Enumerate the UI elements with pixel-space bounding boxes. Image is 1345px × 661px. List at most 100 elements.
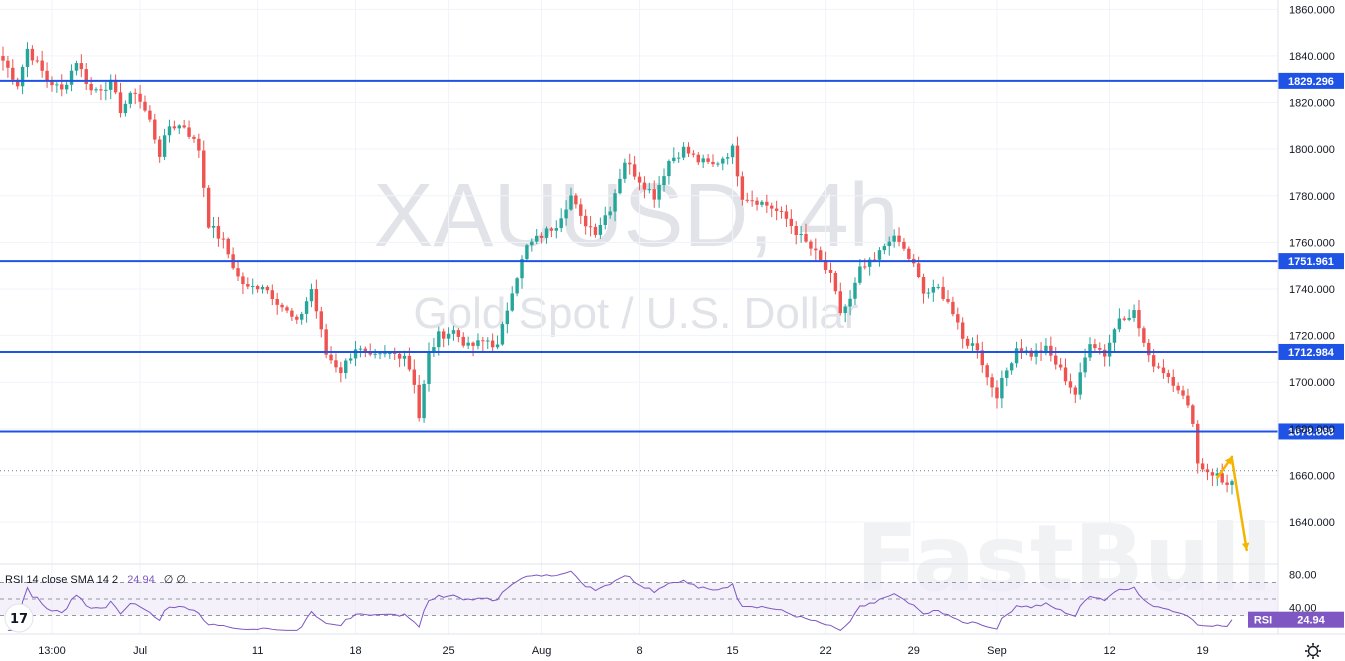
tradingview-logo[interactable]: 17: [4, 603, 34, 633]
candle-body: [1166, 373, 1171, 378]
candle-body: [329, 354, 333, 361]
candle-body: [716, 163, 720, 165]
candle-body: [628, 162, 632, 165]
candle-body: [211, 225, 216, 228]
candle-body: [921, 277, 926, 294]
candle-body: [490, 340, 495, 348]
candle-body: [182, 125, 186, 128]
candle-body: [1142, 328, 1146, 343]
candle-body: [750, 200, 754, 202]
candle-body: [1063, 367, 1068, 382]
price-tick-label: 1740.000: [1289, 284, 1335, 296]
candle-body: [1098, 348, 1102, 350]
candle-body: [30, 48, 35, 61]
candle-body: [50, 80, 54, 86]
candle-body: [270, 290, 275, 300]
candle-body: [167, 126, 172, 136]
forecast-arrow-head: [1241, 542, 1250, 551]
candle-body: [45, 70, 49, 81]
candle-body: [1073, 387, 1078, 395]
candle-body: [887, 241, 891, 247]
candle-body: [1088, 344, 1092, 358]
candle-body: [510, 293, 514, 311]
price-tick-label: 1700.000: [1289, 377, 1335, 389]
candle-body: [1, 56, 5, 61]
candle-body: [104, 89, 108, 91]
candle-body: [799, 233, 803, 236]
candle-body: [534, 235, 539, 242]
candle-body: [598, 225, 603, 235]
candle-body: [500, 324, 505, 345]
candle-body: [251, 286, 255, 288]
price-tick-label: 1780.000: [1289, 191, 1335, 203]
candle-body: [295, 316, 299, 320]
candle-body: [691, 153, 696, 155]
candle-body: [505, 310, 510, 325]
candle-body: [725, 157, 730, 159]
time-tick-label: Aug: [532, 645, 552, 657]
candle-body: [69, 70, 74, 85]
level-price-badge: [1278, 72, 1344, 89]
candle-body: [109, 79, 113, 90]
forecast-arrows: [1216, 455, 1250, 552]
candle-body: [608, 211, 612, 216]
candle-body: [711, 161, 715, 165]
candle-body: [299, 313, 304, 320]
candle-body: [1196, 423, 1200, 464]
price-tick-label: 1640.000: [1289, 517, 1335, 529]
candle-body: [995, 387, 999, 399]
candle-body: [632, 164, 637, 177]
time-axis[interactable]: 13:00 Jul 11 18 25 Aug 8 15 22 29 Sep 12 19: [0, 633, 1345, 657]
candle-body: [285, 307, 289, 311]
candle-body: [476, 340, 480, 346]
candle-body: [951, 301, 955, 315]
rsi-legend-extra: ∅ ∅: [164, 574, 186, 586]
level-price-label: 1829.296: [1288, 76, 1334, 88]
time-tick-label: 29: [908, 645, 920, 657]
candle-body: [25, 48, 30, 67]
price-axis[interactable]: 1860.000 1840.000 1820.000 1800.000 1780.000…: [1289, 4, 1335, 529]
level-price-badge: [1278, 423, 1344, 440]
candle-body: [579, 204, 583, 216]
candle-body: [549, 228, 554, 231]
rsi-legend-label: RSI 14 close SMA 14 2: [5, 574, 118, 586]
candle-body: [1102, 349, 1107, 357]
rsi-value-badge: [1278, 611, 1344, 628]
candle-body: [794, 226, 798, 236]
candle-body: [1171, 377, 1175, 386]
candle-body: [735, 145, 740, 177]
candle-body: [946, 298, 950, 302]
candle-body: [412, 369, 417, 385]
price-tick-label: 1820.000: [1289, 98, 1335, 110]
candle-body: [1151, 355, 1156, 367]
candle-body: [833, 272, 838, 292]
candle-body: [1161, 367, 1166, 374]
horizontal-levels[interactable]: 1829.296 1751.961 1712.984 1678.868: [0, 72, 1344, 440]
time-tick-label: 25: [442, 645, 454, 657]
candle-body: [11, 67, 15, 80]
candle-body: [334, 360, 338, 368]
time-tick-label: Sep: [987, 645, 1007, 657]
candle-body: [64, 84, 69, 90]
candle-body: [515, 278, 519, 294]
candle-body: [309, 289, 314, 302]
candle-body: [466, 342, 470, 346]
candle-body: [113, 79, 118, 93]
candle-body: [652, 189, 656, 200]
candle-body: [760, 201, 764, 205]
candle-body: [804, 233, 808, 242]
gear-icon[interactable]: [1305, 643, 1321, 659]
candle-body: [980, 350, 984, 366]
candle-body: [216, 225, 221, 239]
candle-body: [1029, 350, 1033, 357]
candle-body: [162, 135, 167, 157]
candle-body: [588, 226, 593, 228]
candle-body: [118, 92, 123, 114]
candle-body: [745, 199, 749, 201]
candle-body: [593, 226, 598, 235]
candle-body: [530, 241, 534, 246]
candle-body: [814, 248, 818, 251]
candle-body: [701, 158, 705, 163]
candle-body: [1058, 364, 1063, 368]
candle-body: [15, 79, 20, 87]
